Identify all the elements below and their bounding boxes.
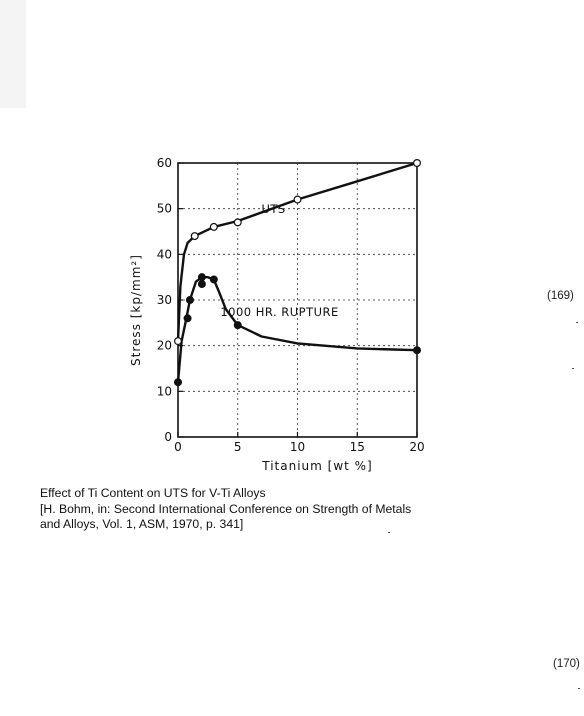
- series-line-0: [176, 161, 418, 342]
- rupture-data-point: [197, 280, 206, 289]
- y-tick-label: 40: [157, 247, 172, 261]
- uts-data-point: [413, 159, 422, 168]
- y-tick-label: 30: [157, 293, 172, 307]
- series-label-0: UTS: [261, 202, 285, 216]
- y-tick-label: 10: [157, 384, 172, 398]
- series-labels: UTS 1000 HR. RUPTURE: [220, 202, 339, 319]
- uts-data-point: [190, 232, 199, 241]
- grid-lines: [178, 163, 417, 437]
- rupture-data-point: [183, 314, 192, 323]
- rupture-data-point: [185, 296, 194, 305]
- axis-ticks: 0 5 10 15 20 0 10 20 30 40 50 60: [157, 156, 425, 454]
- figure-caption: Effect of Ti Content on UTS for V-Ti All…: [40, 486, 470, 533]
- scan-speck: [576, 322, 578, 323]
- rupture-data-point: [413, 346, 422, 355]
- uts-data-point: [209, 222, 218, 231]
- series-points: [174, 159, 422, 387]
- series-label-1: 1000 HR. RUPTURE: [220, 305, 339, 319]
- caption-reference-line-2: and Alloys, Vol. 1, ASM, 1970, p. 341]: [40, 517, 244, 531]
- uts-data-point: [174, 337, 183, 346]
- x-tick-label: 5: [234, 440, 242, 454]
- y-tick-label: 0: [164, 430, 172, 444]
- scan-edge-shade: [0, 0, 26, 108]
- rupture-data-point: [174, 378, 183, 387]
- x-axis-title: Titanium [wt %]: [261, 459, 373, 473]
- scan-speck: [572, 368, 574, 369]
- x-tick-label: 0: [174, 440, 182, 454]
- stress-chart: 0 5 10 15 20 0 10 20 30 40 50 60 UTS 1000 HR. RUPTUR…: [129, 156, 425, 473]
- scan-speck: [578, 688, 580, 689]
- rupture-data-point: [197, 273, 206, 282]
- rupture-data-point: [209, 275, 218, 284]
- page-number-next: (170): [553, 658, 580, 670]
- uts-data-point: [293, 195, 302, 204]
- y-axis-title: Stress [kp/mm²]: [129, 254, 143, 366]
- scan-speck: [388, 532, 390, 533]
- x-tick-label: 20: [409, 440, 424, 454]
- y-tick-label: 60: [157, 156, 172, 170]
- x-tick-label: 10: [290, 440, 305, 454]
- uts-data-point: [233, 218, 242, 227]
- x-tick-label: 15: [350, 440, 365, 454]
- page-number-current: (169): [547, 290, 574, 302]
- axis-titles: Titanium [wt %] Stress [kp/mm²]: [129, 254, 373, 473]
- caption-title: Effect of Ti Content on UTS for V-Ti All…: [40, 486, 266, 500]
- y-tick-label: 50: [157, 202, 172, 216]
- caption-reference-line-1: [H. Bohm, in: Second International Confe…: [40, 501, 412, 516]
- y-tick-label: 20: [157, 339, 172, 353]
- rupture-data-point: [233, 321, 242, 330]
